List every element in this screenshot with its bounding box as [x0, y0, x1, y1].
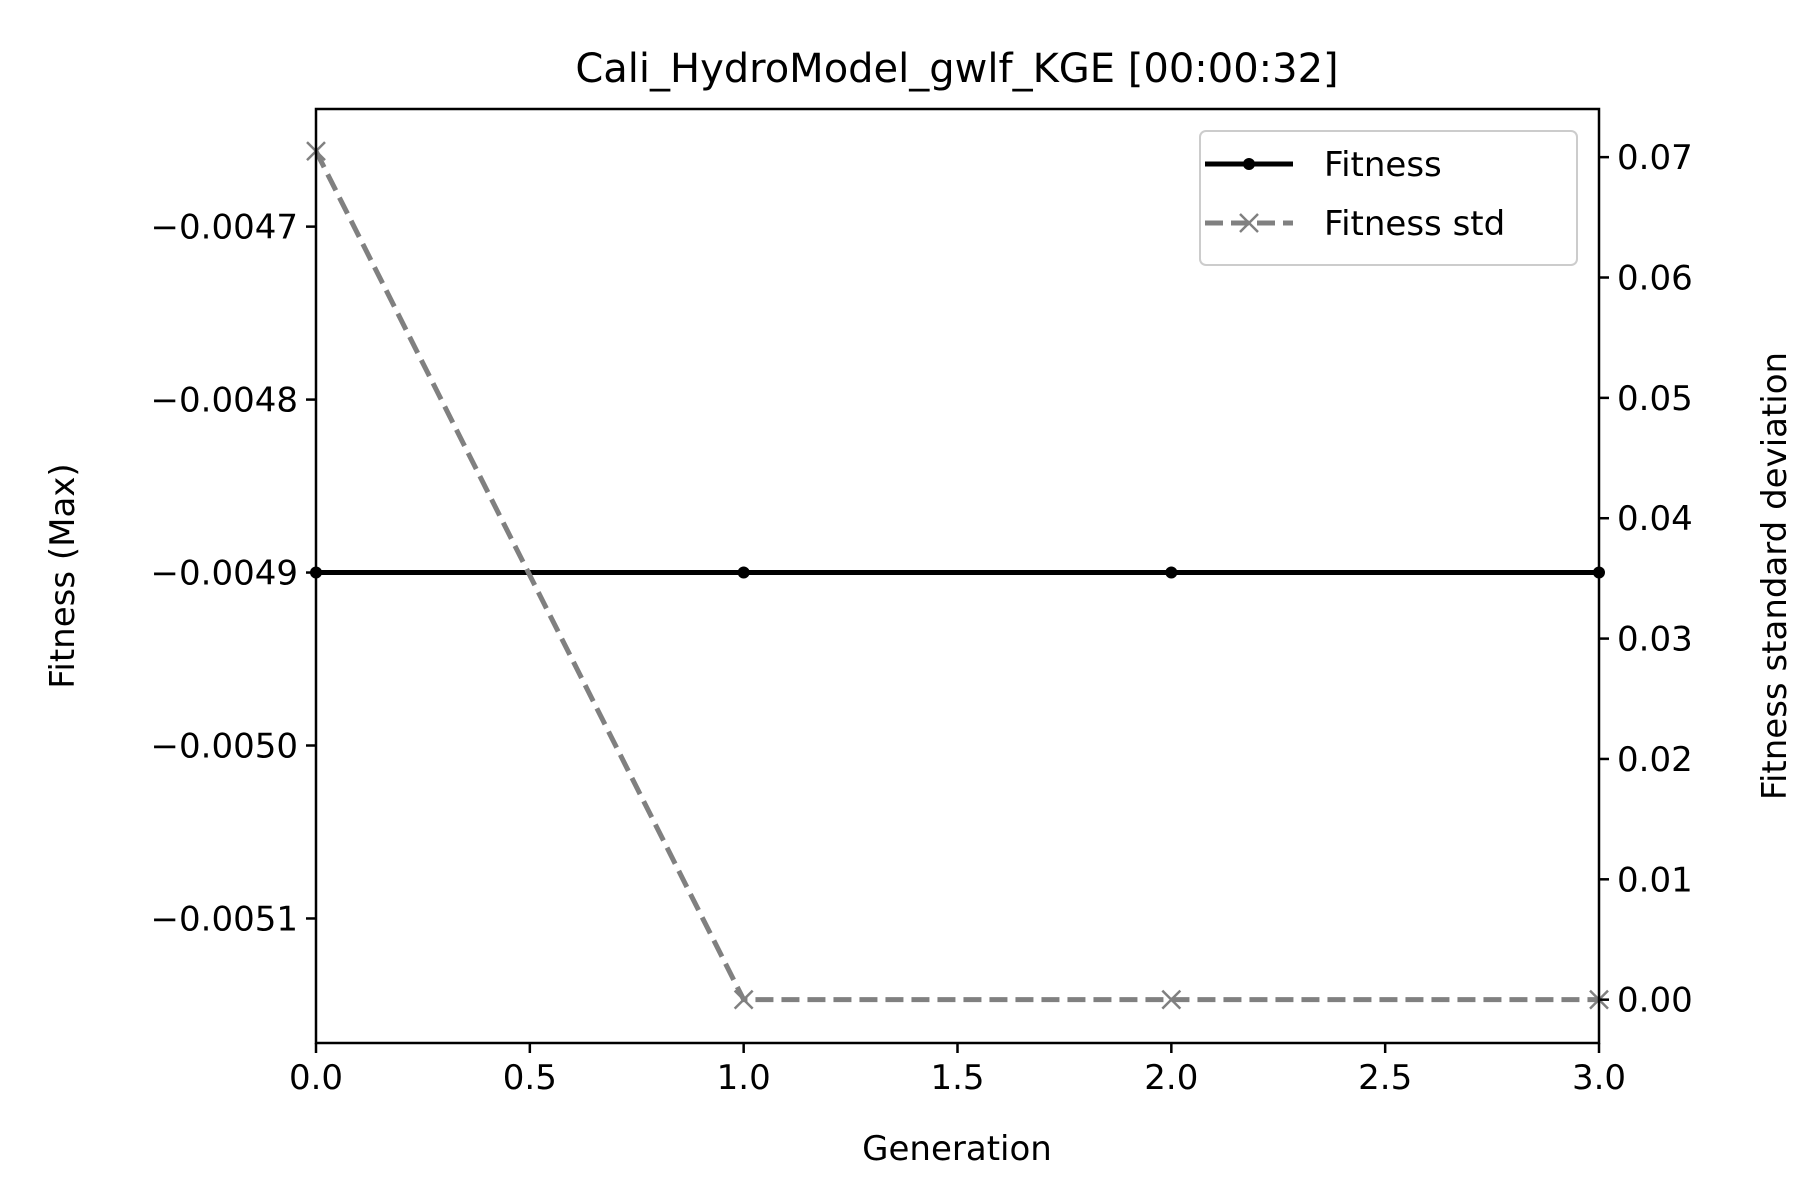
y-right-tick-label: 0.03: [1617, 620, 1693, 660]
y-left-tick-label: −0.0050: [151, 727, 298, 767]
fitness-std-point: [1161, 989, 1182, 1010]
y-left-tick-label: −0.0049: [151, 554, 298, 594]
x-tick-label: 3.0: [1572, 1058, 1626, 1098]
y-right-tick-label: 0.00: [1617, 981, 1693, 1021]
legend-fitness-marker: [1243, 158, 1255, 170]
y-right-tick-label: 0.05: [1617, 379, 1693, 419]
fitness-point: [1165, 566, 1178, 579]
x-tick-label: 1.0: [717, 1058, 771, 1098]
x-axis-title: Generation: [862, 1129, 1052, 1169]
x-tick-label: 2.0: [1144, 1058, 1198, 1098]
legend-fitness-std-marker: [1239, 213, 1259, 233]
x-tick-label: 2.5: [1358, 1058, 1412, 1098]
y-right-tick-label: 0.04: [1617, 499, 1693, 539]
y-left-tick-label: −0.0047: [151, 208, 298, 248]
y-right-tick-label: 0.02: [1617, 740, 1693, 780]
fitness-std-series-line: [313, 150, 1599, 1003]
y-left-tick-label: −0.0051: [151, 899, 298, 939]
y-right-tick-label: 0.07: [1617, 138, 1693, 178]
x-tick-label: 0.0: [289, 1058, 343, 1098]
series-layer: [306, 141, 1609, 1010]
fitness-std-point: [733, 989, 754, 1010]
legend-fitness-std-label: Fitness std: [1324, 204, 1505, 244]
y-axis-left-title: Fitness (Max): [43, 463, 83, 688]
legend: Fitness Fitness std: [1199, 130, 1578, 266]
y-axis-right-title: Fitness standard deviation: [1755, 352, 1795, 800]
x-axis: 0.0 0.5 1.0 1.5 2.0 2.5 3.0: [289, 1043, 1626, 1098]
x-tick-label: 0.5: [503, 1058, 557, 1098]
fitness-point: [737, 566, 750, 579]
y-right-tick-label: 0.01: [1617, 860, 1693, 900]
y-left-tick-label: −0.0048: [151, 381, 298, 421]
legend-box: [1199, 130, 1578, 266]
x-tick-label: 1.5: [930, 1058, 984, 1098]
chart-title: Cali_HydroModel_gwlf_KGE [00:00:32]: [575, 46, 1338, 92]
y-axis-right: 0.00 0.01 0.02 0.03 0.04 0.05 0.06 0.07: [1599, 138, 1693, 1021]
legend-fitness-label: Fitness: [1324, 145, 1442, 185]
y-right-tick-label: 0.06: [1617, 259, 1693, 299]
y-axis-left: −0.0047 −0.0048 −0.0049 −0.0050 −0.0051: [151, 208, 316, 939]
